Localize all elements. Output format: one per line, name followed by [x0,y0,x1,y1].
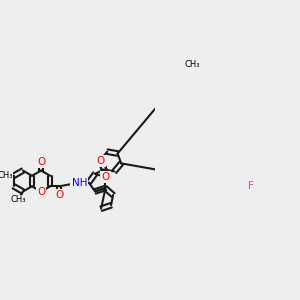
Text: O: O [97,156,105,166]
Text: O: O [101,172,110,182]
Text: CH₃: CH₃ [184,60,200,69]
Text: F: F [248,181,254,191]
Text: O: O [37,157,45,166]
Text: NH: NH [71,178,87,188]
Text: CH₃: CH₃ [0,171,13,180]
Text: O: O [37,187,45,196]
Text: CH₃: CH₃ [11,196,26,205]
Text: O: O [55,190,63,200]
